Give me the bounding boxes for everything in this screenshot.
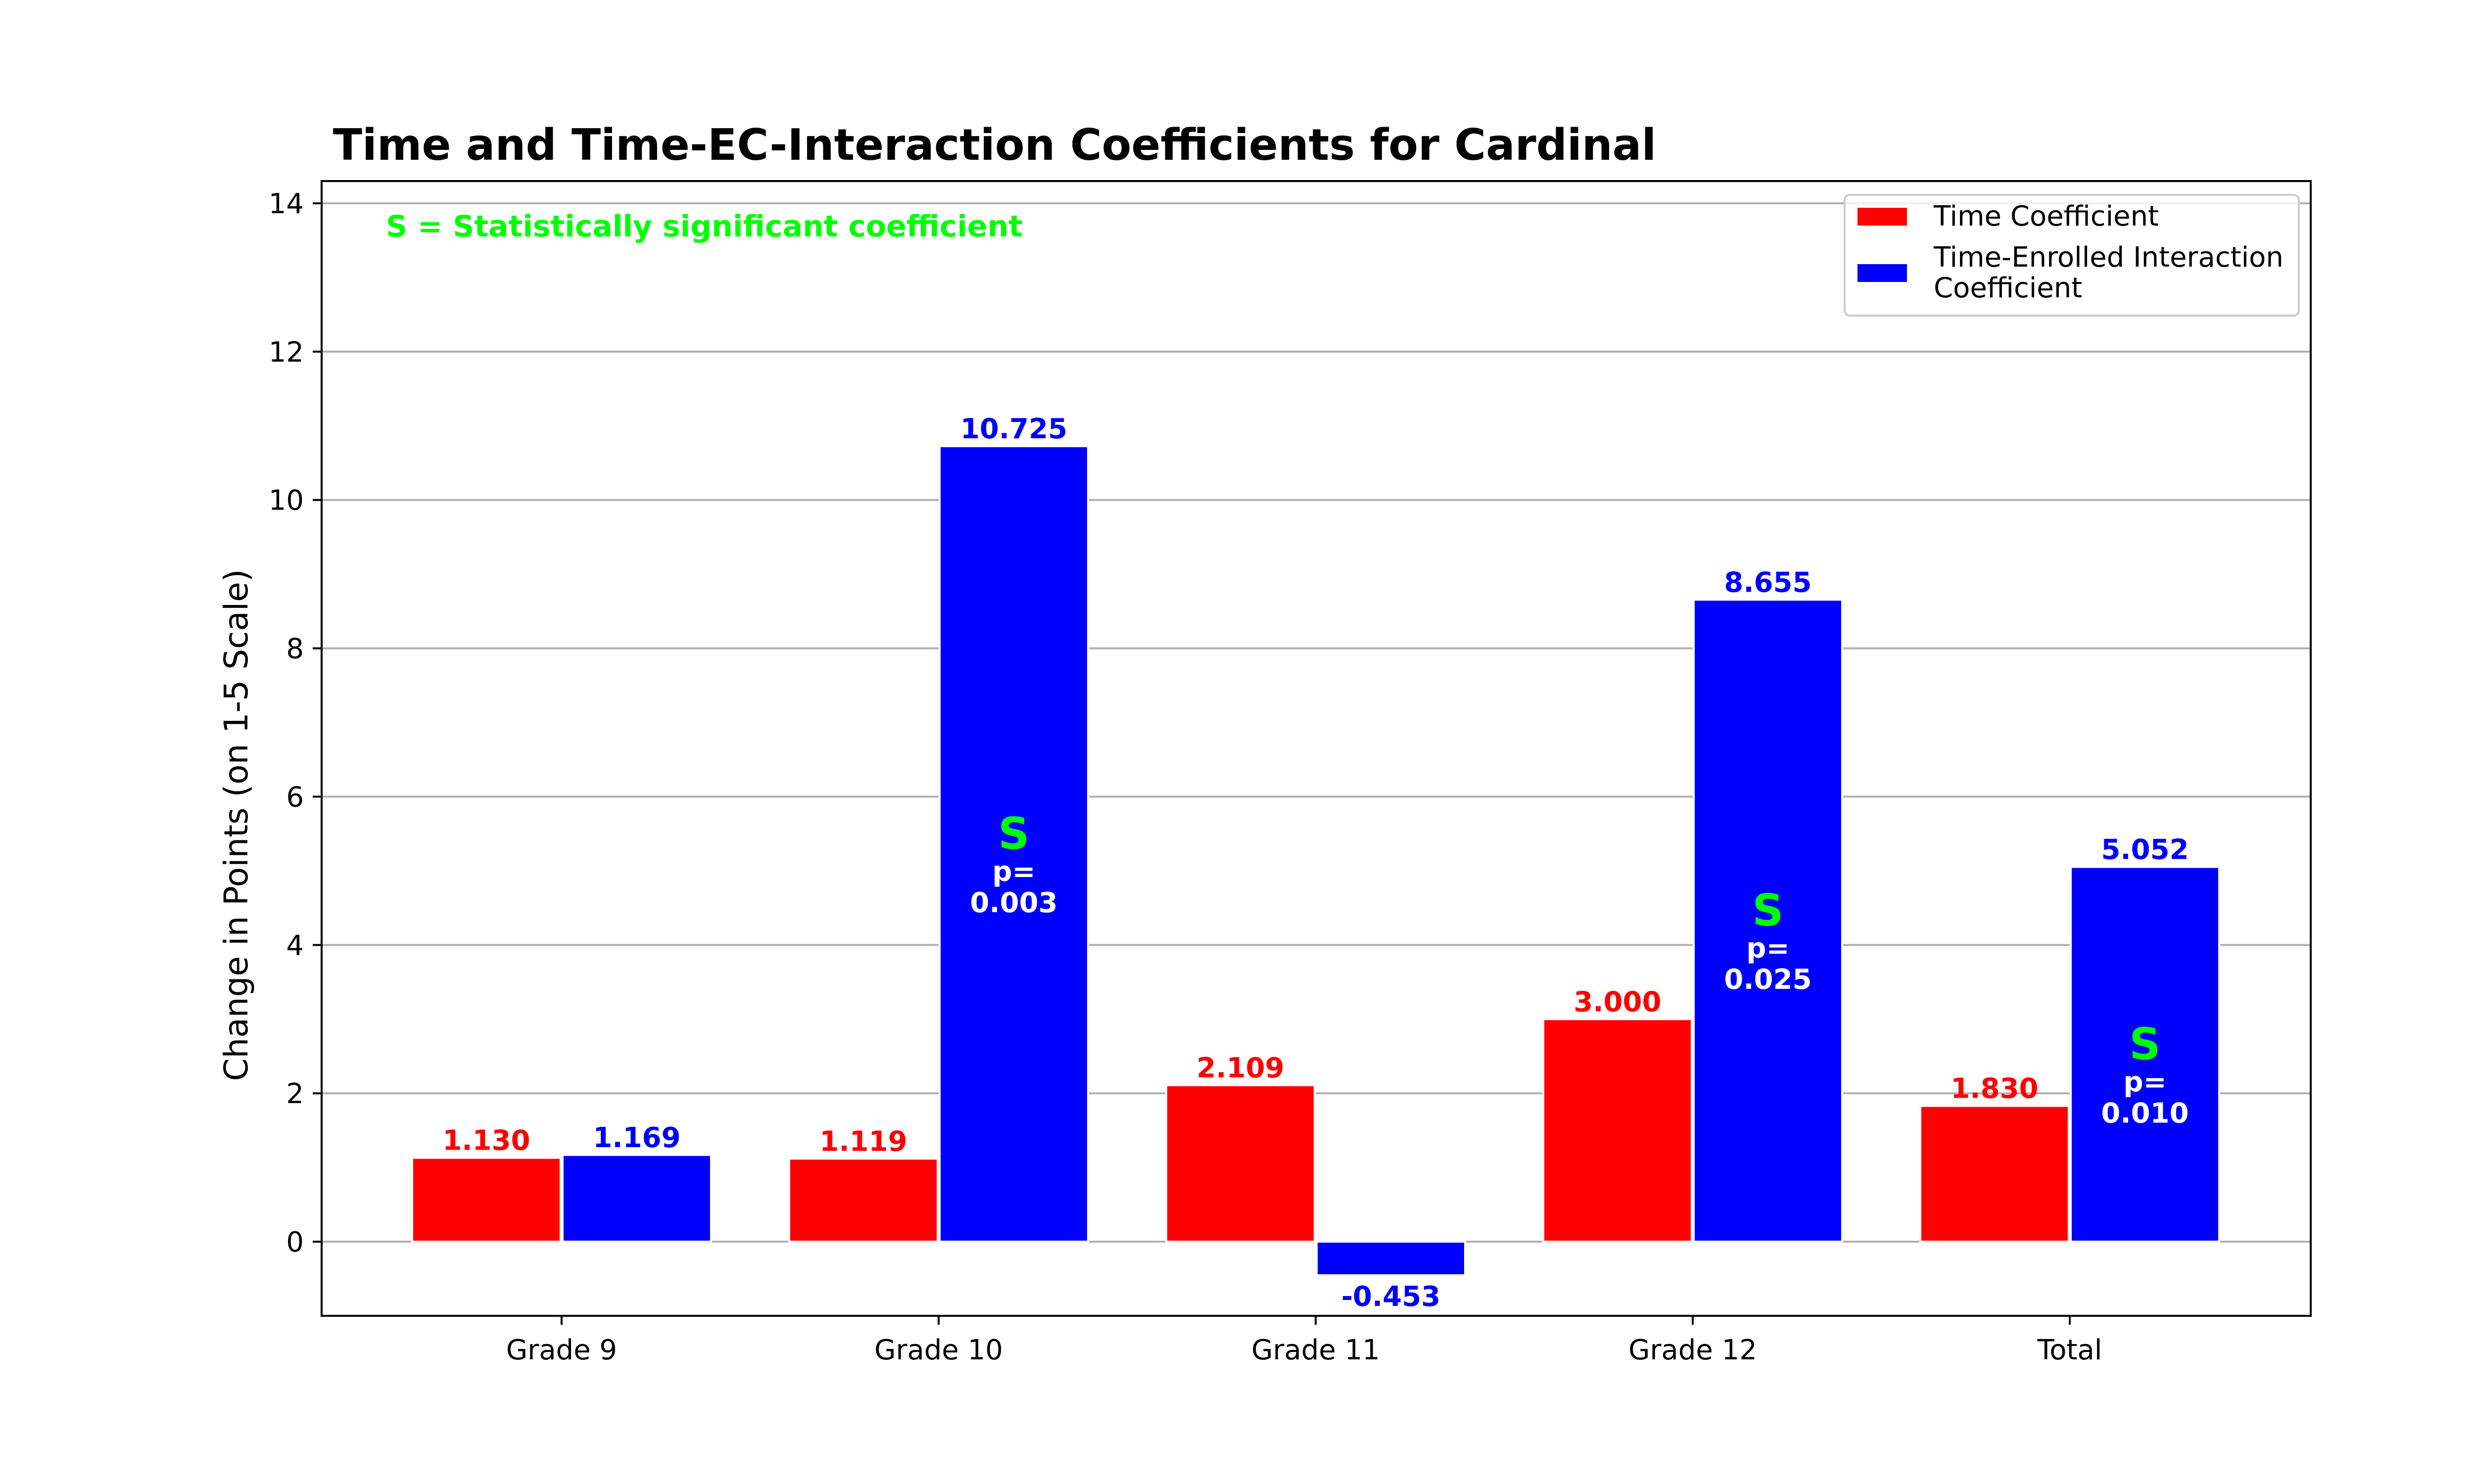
y-tick-label: 2 — [286, 1078, 304, 1110]
significance-marker: S — [2129, 1019, 2160, 1069]
interaction-bar-grade-9 — [562, 1154, 712, 1243]
value-label: 5.052 — [2101, 834, 2189, 866]
x-tick-label: Total — [2037, 1334, 2102, 1366]
legend-box — [1844, 194, 2300, 317]
value-labels: 1.130 1.169 1.119 10.725 2.109 -0.453 3.000 8.6… — [442, 413, 2189, 1313]
legend-label-line: Time-Enrolled Interaction — [1933, 241, 2284, 274]
time-bar-total — [1919, 1105, 2070, 1243]
x-tick-label: Grade 9 — [506, 1334, 617, 1366]
legend-label-interaction: Time-Enrolled Interaction Coefficient — [1933, 241, 2284, 304]
y-tick-label: 0 — [286, 1226, 304, 1258]
legend-label-line: Coefficient — [1934, 272, 2082, 304]
value-label: 1.169 — [593, 1122, 680, 1154]
x-tick-label: Grade 10 — [874, 1334, 1003, 1366]
p-value-label: p= — [2123, 1066, 2166, 1098]
significance-marker: S — [1752, 885, 1783, 936]
axes: 0 2 4 6 8 10 12 14 Grade 9 Grade 10 Grade 11 Grade … — [269, 180, 2312, 1366]
legend-swatch-time — [1857, 208, 1907, 226]
p-value: 0.025 — [1724, 964, 1811, 996]
y-tick-label: 8 — [286, 633, 304, 665]
value-label: 3.000 — [1573, 986, 1661, 1018]
time-bar-grade-10 — [788, 1158, 939, 1243]
y-axis-label: Change in Points (on 1-5 Scale) — [217, 569, 255, 1081]
interaction-bar-grade-11 — [1316, 1241, 1466, 1276]
value-label: 1.830 — [1951, 1073, 2038, 1105]
value-label: 1.119 — [819, 1125, 907, 1158]
value-label: 1.130 — [442, 1125, 530, 1157]
time-bar-grade-11 — [1165, 1084, 1316, 1243]
legend: Time Coefficient Time-Enrolled Interactio… — [1844, 194, 2300, 317]
y-tick-label: 12 — [269, 336, 304, 369]
legend-label-time: Time Coefficient — [1933, 200, 2159, 232]
interaction-bar-grade-10 — [939, 445, 1089, 1243]
p-value: 0.010 — [2101, 1097, 2189, 1129]
p-value: 0.003 — [970, 887, 1057, 919]
y-tick-label: 14 — [269, 188, 304, 220]
value-label: -0.453 — [1341, 1281, 1440, 1313]
x-tick-label: Grade 12 — [1628, 1334, 1757, 1366]
significance-marker: S — [998, 808, 1029, 859]
y-tick-label: 10 — [269, 485, 304, 517]
y-tick-label: 6 — [286, 781, 304, 813]
legend-swatch-interaction — [1857, 264, 1907, 282]
bars — [411, 445, 2220, 1276]
interaction-bar-grade-12 — [1693, 599, 1843, 1243]
value-label: 10.725 — [960, 413, 1067, 445]
time-bar-grade-12 — [1542, 1018, 1693, 1243]
significance-note: S = Statistically significant coefficien… — [386, 209, 1023, 244]
x-tick-label: Grade 11 — [1251, 1334, 1380, 1366]
value-label: 8.655 — [1724, 566, 1811, 599]
chart-title: Time and Time-EC-Interaction Coefficient… — [333, 120, 1657, 170]
time-bar-grade-9 — [411, 1157, 562, 1243]
interaction-bar-total — [2070, 866, 2220, 1243]
y-tick-label: 4 — [286, 929, 304, 962]
value-label: 2.109 — [1196, 1052, 1284, 1084]
p-value-label: p= — [1746, 932, 1789, 965]
p-value-label: p= — [992, 856, 1035, 888]
